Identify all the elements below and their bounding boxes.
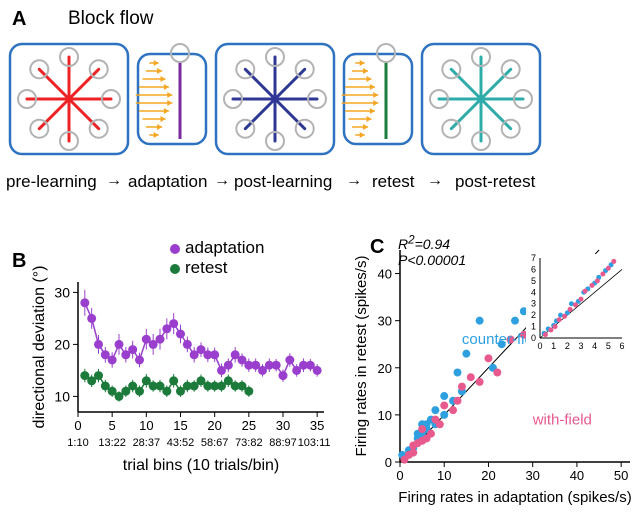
svg-text:20: 20 (481, 468, 495, 483)
svg-text:0: 0 (537, 341, 542, 351)
flow-arrow-3: → (427, 172, 443, 190)
svg-text:0: 0 (531, 333, 536, 343)
block-flow-svg (8, 38, 632, 162)
svg-text:Firing rates in retest (spikes: Firing rates in retest (spikes/s) (353, 256, 370, 457)
svg-text:2: 2 (531, 310, 536, 320)
svg-text:5: 5 (531, 276, 536, 286)
svg-text:10: 10 (54, 388, 70, 404)
flow-arrow-2: → (346, 172, 362, 190)
svg-text:30: 30 (525, 468, 539, 483)
svg-text:4: 4 (592, 341, 597, 351)
svg-text:2: 2 (565, 341, 570, 351)
panel-c-chart: 01020304050010203040Firing rates in rete… (350, 230, 640, 525)
flow-arrow-1: → (214, 172, 230, 190)
svg-text:40: 40 (378, 267, 392, 282)
svg-text:1: 1 (531, 322, 536, 332)
svg-text:30: 30 (276, 418, 290, 433)
figure: A Block flow pre-learning → adaptation →… (0, 0, 640, 530)
svg-text:10: 10 (437, 468, 451, 483)
svg-text:4: 4 (531, 287, 536, 297)
flow-arrow-0: → (106, 172, 122, 190)
svg-text:15: 15 (173, 418, 187, 433)
flow-label-0: pre-learning (6, 172, 97, 192)
svg-text:0: 0 (385, 455, 392, 470)
svg-text:58:67: 58:67 (201, 437, 229, 449)
svg-text:1: 1 (551, 341, 556, 351)
svg-text:20: 20 (54, 336, 70, 352)
svg-text:5: 5 (606, 341, 611, 351)
panel-b-letter: B (12, 250, 26, 273)
panel-c-svg: 01020304050010203040Firing rates in rete… (350, 230, 640, 520)
legend-label-retest: retest (185, 258, 228, 277)
svg-text:88:97: 88:97 (269, 437, 297, 449)
svg-text:40: 40 (570, 468, 584, 483)
svg-text:Firing rates in adaptation (sp: Firing rates in adaptation (spikes/s) (398, 489, 631, 506)
svg-text:20: 20 (207, 418, 221, 433)
svg-text:directional deviation (°): directional deviation (°) (31, 266, 48, 429)
svg-text:0: 0 (396, 468, 403, 483)
svg-text:6: 6 (531, 264, 536, 274)
legend-dot-adaptation (170, 244, 180, 254)
legend-item-retest: retest (170, 258, 264, 278)
svg-text:trial bins (10 trials/bin): trial bins (10 trials/bin) (123, 457, 280, 474)
panel-a-title: Block flow (68, 8, 154, 30)
svg-text:0: 0 (74, 418, 81, 433)
svg-text:20: 20 (378, 361, 392, 376)
panel-b-legend: adaptation retest (170, 238, 264, 278)
svg-text:3: 3 (531, 299, 536, 309)
svg-text:50: 50 (614, 468, 628, 483)
legend-item-adaptation: adaptation (170, 238, 264, 258)
svg-text:73:82: 73:82 (235, 437, 263, 449)
svg-text:with-field: with-field (532, 411, 592, 428)
legend-label-adaptation: adaptation (185, 238, 264, 257)
svg-text:43:52: 43:52 (167, 437, 195, 449)
svg-text:35: 35 (310, 418, 324, 433)
svg-text:10: 10 (139, 418, 153, 433)
svg-text:30: 30 (54, 284, 70, 300)
svg-text:6: 6 (619, 341, 624, 351)
flow-label-4: post-retest (455, 172, 535, 192)
svg-text:30: 30 (378, 314, 392, 329)
block-flow-row (8, 38, 632, 158)
flow-label-2: post-learning (234, 172, 332, 192)
flow-label-3: retest (372, 172, 415, 192)
flow-label-1: adaptation (128, 172, 207, 192)
svg-text:3: 3 (578, 341, 583, 351)
svg-text:7: 7 (531, 253, 536, 263)
svg-text:13:22: 13:22 (98, 437, 126, 449)
svg-text:1:10: 1:10 (67, 437, 88, 449)
svg-text:28:37: 28:37 (133, 437, 161, 449)
legend-dot-retest (170, 264, 180, 274)
svg-text:5: 5 (109, 418, 116, 433)
svg-text:103:112: 103:112 (298, 437, 330, 449)
svg-text:25: 25 (242, 418, 256, 433)
svg-text:10: 10 (378, 408, 392, 423)
panel-a-letter: A (12, 8, 26, 31)
